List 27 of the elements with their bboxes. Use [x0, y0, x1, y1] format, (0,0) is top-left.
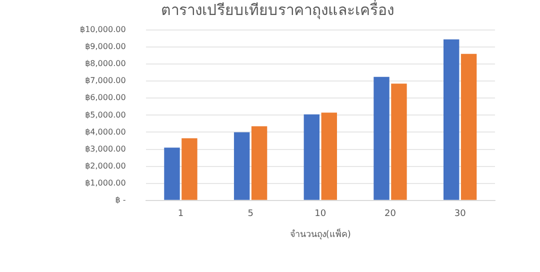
- y-tick-label: ฿2,000.00: [85, 161, 126, 170]
- y-tick-label: ฿1,000.00: [85, 178, 126, 188]
- bar: [321, 112, 337, 200]
- y-tick-label: ฿5,000.00: [85, 110, 126, 120]
- x-tick-label: 30: [454, 209, 466, 220]
- bar: [164, 148, 180, 200]
- bar: [234, 132, 250, 200]
- bar: [443, 39, 460, 200]
- y-tick-label: ฿9,000.00: [85, 42, 126, 52]
- y-tick-label: ฿7,000.00: [85, 76, 126, 86]
- x-tick-label: 1: [178, 209, 184, 220]
- bar: [182, 138, 198, 200]
- y-tick-label: ฿10,000.00: [80, 25, 126, 34]
- bar: [460, 54, 477, 200]
- y-tick-label: ฿4,000.00: [85, 127, 126, 136]
- y-tick-label: ฿3,000.00: [85, 144, 126, 154]
- bar: [251, 126, 268, 200]
- y-tick-label: ฿ -: [115, 195, 126, 204]
- bar: [391, 84, 407, 200]
- x-axis-title: จำนวนถุง(แพ็ค): [290, 226, 351, 240]
- x-tick-label: 5: [248, 209, 254, 220]
- y-tick-label: ฿6,000.00: [85, 93, 126, 102]
- bar: [374, 76, 390, 200]
- y-tick-label: ฿8,000.00: [85, 59, 126, 68]
- x-tick-label: 10: [314, 209, 326, 220]
- x-tick-label: 20: [384, 209, 396, 220]
- bar: [304, 114, 320, 200]
